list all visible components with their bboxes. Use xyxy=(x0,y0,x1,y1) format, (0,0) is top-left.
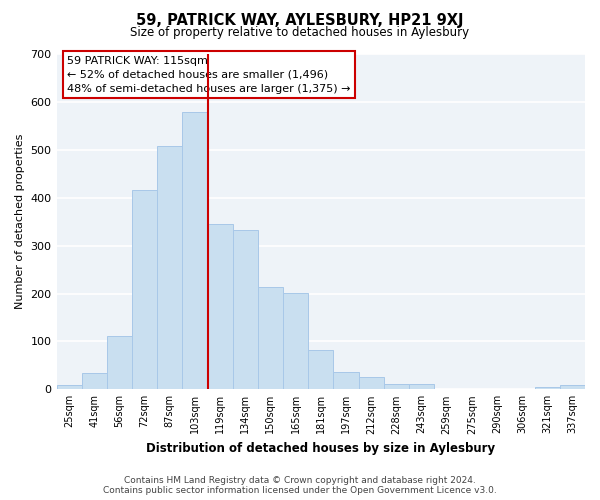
Text: 59 PATRICK WAY: 115sqm
← 52% of detached houses are smaller (1,496)
48% of semi-: 59 PATRICK WAY: 115sqm ← 52% of detached… xyxy=(67,56,350,94)
Bar xyxy=(157,146,182,390)
Y-axis label: Number of detached properties: Number of detached properties xyxy=(15,134,25,310)
Bar xyxy=(560,386,585,390)
Bar xyxy=(182,112,208,390)
Bar xyxy=(334,372,359,390)
Bar xyxy=(233,230,258,390)
Text: 59, PATRICK WAY, AYLESBURY, HP21 9XJ: 59, PATRICK WAY, AYLESBURY, HP21 9XJ xyxy=(136,12,464,28)
X-axis label: Distribution of detached houses by size in Aylesbury: Distribution of detached houses by size … xyxy=(146,442,496,455)
Bar xyxy=(132,190,157,390)
Bar xyxy=(409,384,434,390)
Bar xyxy=(208,224,233,390)
Bar xyxy=(107,336,132,390)
Bar xyxy=(383,384,409,390)
Bar xyxy=(258,288,283,390)
Bar xyxy=(308,350,334,390)
Bar xyxy=(56,386,82,390)
Bar xyxy=(359,378,383,390)
Bar xyxy=(82,372,107,390)
Text: Contains HM Land Registry data © Crown copyright and database right 2024.
Contai: Contains HM Land Registry data © Crown c… xyxy=(103,476,497,495)
Text: Size of property relative to detached houses in Aylesbury: Size of property relative to detached ho… xyxy=(130,26,470,39)
Bar xyxy=(283,292,308,390)
Bar xyxy=(535,387,560,390)
